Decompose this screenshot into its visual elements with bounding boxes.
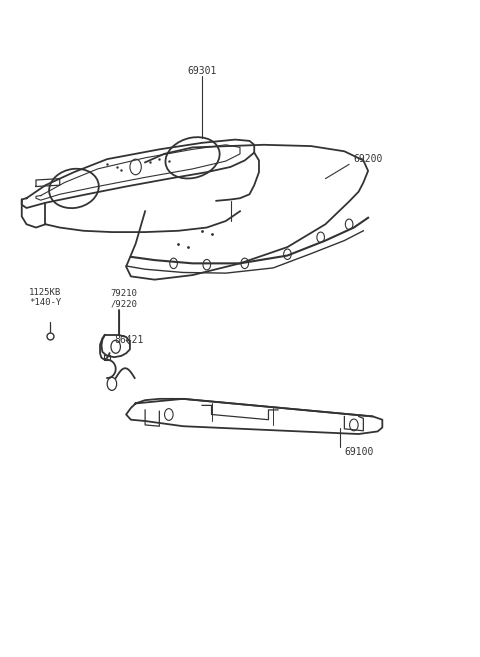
Text: 69200: 69200 xyxy=(354,154,383,164)
Text: 69100: 69100 xyxy=(344,447,374,457)
Text: 86421: 86421 xyxy=(114,335,144,345)
Text: 1125KB
*140-Y: 1125KB *140-Y xyxy=(29,288,61,307)
Text: 69301: 69301 xyxy=(187,66,217,76)
Text: 79210
/9220: 79210 /9220 xyxy=(110,290,137,309)
